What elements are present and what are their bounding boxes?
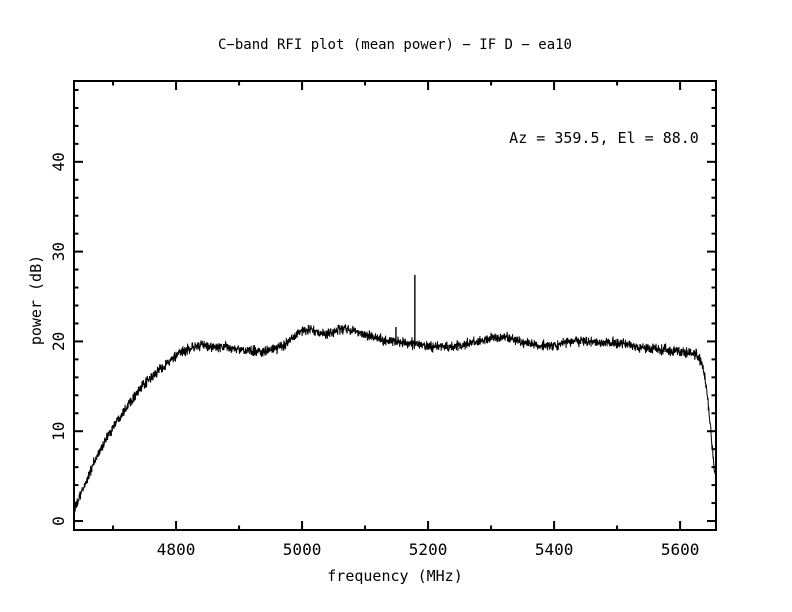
az-el-annotation: Az = 359.5, El = 88.0: [509, 129, 699, 147]
y-tick-label: 0: [49, 516, 68, 526]
spectrum-trace: [73, 324, 717, 514]
x-tick-label: 4800: [157, 540, 196, 559]
x-tick-label: 5400: [535, 540, 574, 559]
x-tick-label: 5000: [283, 540, 322, 559]
x-axis-label: frequency (MHz): [327, 567, 463, 585]
y-tick-label: 30: [49, 242, 68, 261]
y-tick-label: 20: [49, 332, 68, 351]
x-tick-label: 5200: [409, 540, 448, 559]
plot-frame: [73, 80, 717, 531]
x-tick-label: 5600: [661, 540, 700, 559]
y-tick-label: 10: [49, 422, 68, 441]
chart-title: C−band RFI plot (mean power) − IF D − ea…: [217, 37, 572, 53]
y-tick-label: 40: [49, 152, 68, 171]
